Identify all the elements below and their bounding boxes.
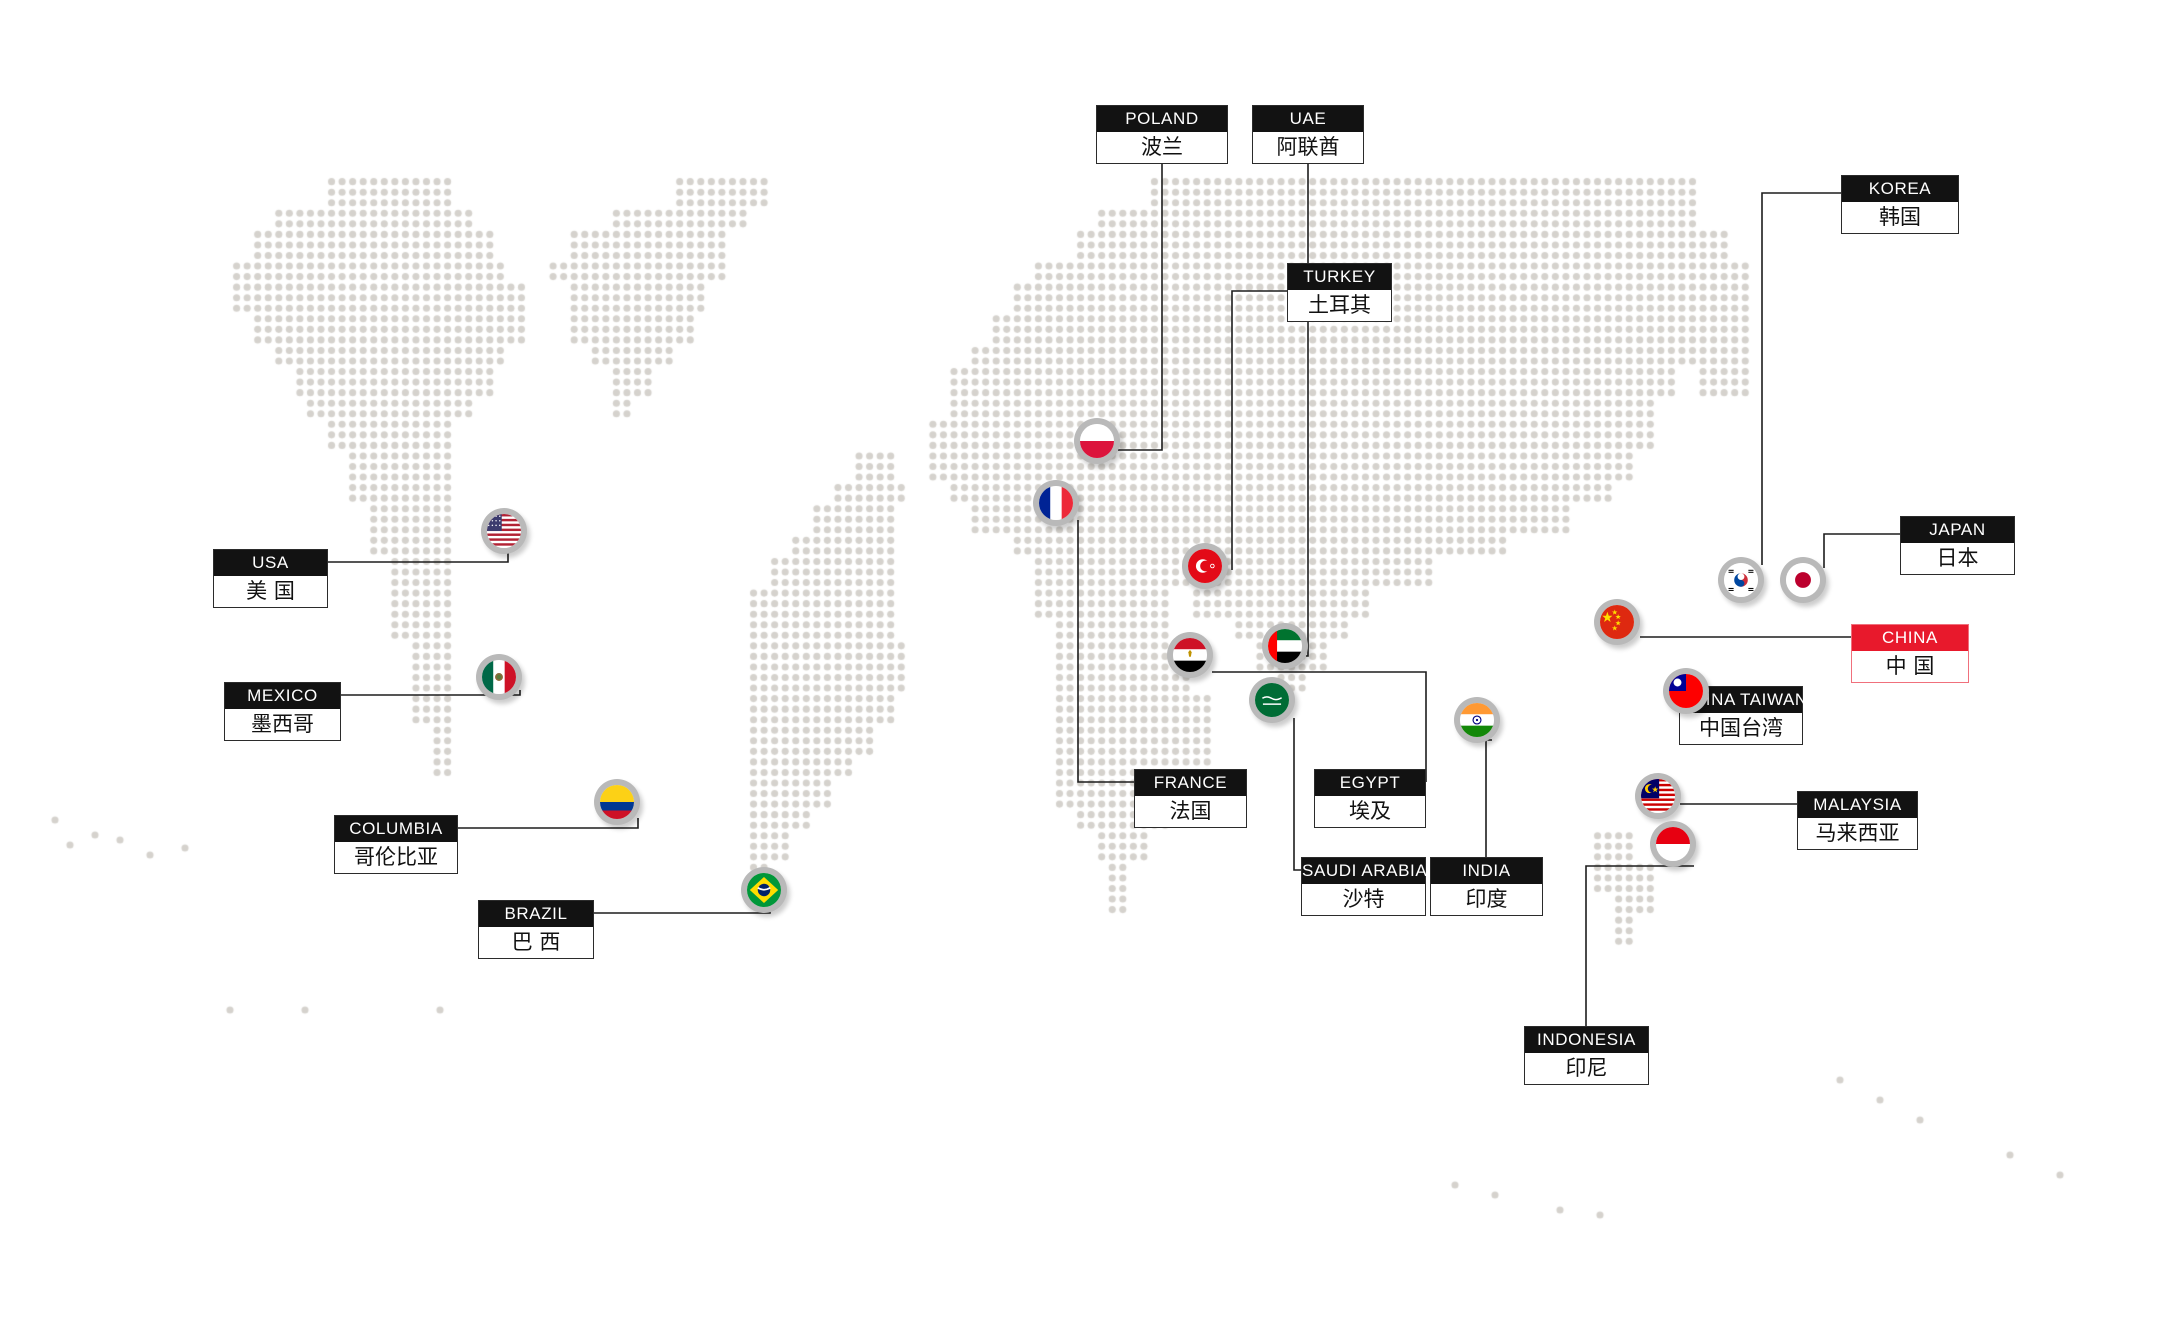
country-label-en: JAPAN: [1901, 517, 2014, 543]
country-label-en: INDIA: [1431, 858, 1542, 884]
country-label-cn: 美 国: [214, 576, 327, 607]
country-label-poland[interactable]: POLAND 波兰: [1096, 105, 1228, 164]
country-label-uae[interactable]: UAE 阿联酋: [1252, 105, 1364, 164]
poland-flag-icon: [1080, 424, 1114, 458]
country-label-cn: 法国: [1135, 796, 1246, 827]
country-label-cn: 阿联酋: [1253, 132, 1363, 163]
country-label-cn: 马来西亚: [1798, 818, 1917, 849]
country-label-cn: 埃及: [1315, 796, 1425, 827]
country-label-cn: 哥伦比亚: [335, 842, 457, 873]
map-marker-france[interactable]: [1033, 480, 1079, 526]
country-label-en: INDONESIA: [1525, 1027, 1648, 1053]
map-marker-india[interactable]: [1454, 697, 1500, 743]
country-label-turkey[interactable]: TURKEY 土耳其: [1287, 263, 1392, 322]
country-label-cn: 韩国: [1842, 202, 1958, 233]
columbia-flag-icon: [600, 785, 634, 819]
country-label-france[interactable]: FRANCE 法国: [1134, 769, 1247, 828]
country-label-cn: 波兰: [1097, 132, 1227, 163]
map-marker-usa[interactable]: [481, 508, 527, 554]
country-label-en: MALAYSIA: [1798, 792, 1917, 818]
country-label-japan[interactable]: JAPAN 日本: [1900, 516, 2015, 575]
country-label-en: SAUDI ARABIA: [1302, 858, 1427, 884]
country-label-en: CHINA: [1852, 625, 1968, 651]
country-label-indonesia[interactable]: INDONESIA 印尼: [1524, 1026, 1649, 1085]
country-label-en: TURKEY: [1288, 264, 1391, 290]
brazil-flag-icon: [747, 873, 781, 907]
country-label-en: FRANCE: [1135, 770, 1246, 796]
country-label-india[interactable]: INDIA 印度: [1430, 857, 1543, 916]
map-marker-china-taiwan[interactable]: [1663, 668, 1709, 714]
country-label-egypt[interactable]: EGYPT 埃及: [1314, 769, 1426, 828]
country-label-en: MEXICO: [225, 683, 340, 709]
country-label-en: COLUMBIA: [335, 816, 457, 842]
france-flag-icon: [1039, 486, 1073, 520]
country-label-cn: 日本: [1901, 543, 2014, 574]
country-label-en: POLAND: [1097, 106, 1227, 132]
country-label-china[interactable]: CHINA 中 国: [1851, 624, 1969, 683]
map-marker-korea[interactable]: [1718, 557, 1764, 603]
china-flag-icon: [1600, 605, 1634, 639]
country-label-cn: 巴 西: [479, 927, 593, 958]
map-marker-brazil[interactable]: [741, 867, 787, 913]
map-marker-japan[interactable]: [1780, 557, 1826, 603]
turkey-flag-icon: [1188, 549, 1222, 583]
country-label-malaysia[interactable]: MALAYSIA 马来西亚: [1797, 791, 1918, 850]
country-label-cn: 沙特: [1302, 884, 1425, 915]
country-label-cn: 中国台湾: [1680, 713, 1802, 744]
uae-flag-icon: [1268, 629, 1302, 663]
map-marker-malaysia[interactable]: [1635, 773, 1681, 819]
country-label-saudi-arabia[interactable]: SAUDI ARABIA 沙特: [1301, 857, 1427, 916]
country-label-en: USA: [214, 550, 327, 576]
mexico-flag-icon: [482, 660, 516, 694]
map-marker-saudi-arabia[interactable]: [1249, 677, 1295, 723]
country-label-cn: 墨西哥: [225, 709, 340, 740]
country-label-columbia[interactable]: COLUMBIA 哥伦比亚: [334, 815, 458, 874]
map-marker-columbia[interactable]: [594, 779, 640, 825]
country-label-en: KOREA: [1842, 176, 1958, 202]
japan-flag-icon: [1786, 563, 1820, 597]
korea-flag-icon: [1724, 563, 1758, 597]
country-label-en: BRAZIL: [479, 901, 593, 927]
map-marker-turkey[interactable]: [1182, 543, 1228, 589]
map-marker-china[interactable]: [1594, 599, 1640, 645]
country-label-korea[interactable]: KOREA 韩国: [1841, 175, 1959, 234]
saudi-arabia-flag-icon: [1255, 683, 1289, 717]
indonesia-flag-icon: [1656, 827, 1690, 861]
map-marker-egypt[interactable]: [1167, 632, 1213, 678]
malaysia-flag-icon: [1641, 779, 1675, 813]
country-label-cn: 印度: [1431, 884, 1542, 915]
country-label-en: UAE: [1253, 106, 1363, 132]
country-label-cn: 土耳其: [1288, 290, 1391, 321]
map-marker-uae[interactable]: [1262, 623, 1308, 669]
map-marker-poland[interactable]: [1074, 418, 1120, 464]
country-label-cn: 印尼: [1525, 1053, 1648, 1084]
map-marker-indonesia[interactable]: [1650, 821, 1696, 867]
country-label-en: EGYPT: [1315, 770, 1425, 796]
usa-flag-icon: [487, 514, 521, 548]
china-taiwan-marker: [1669, 674, 1703, 708]
map-marker-mexico[interactable]: [476, 654, 522, 700]
country-label-brazil[interactable]: BRAZIL 巴 西: [478, 900, 594, 959]
india-flag-icon: [1460, 703, 1494, 737]
country-label-usa[interactable]: USA 美 国: [213, 549, 328, 608]
country-label-cn: 中 国: [1852, 651, 1968, 682]
country-label-mexico[interactable]: MEXICO 墨西哥: [224, 682, 341, 741]
egypt-flag-icon: [1173, 638, 1207, 672]
